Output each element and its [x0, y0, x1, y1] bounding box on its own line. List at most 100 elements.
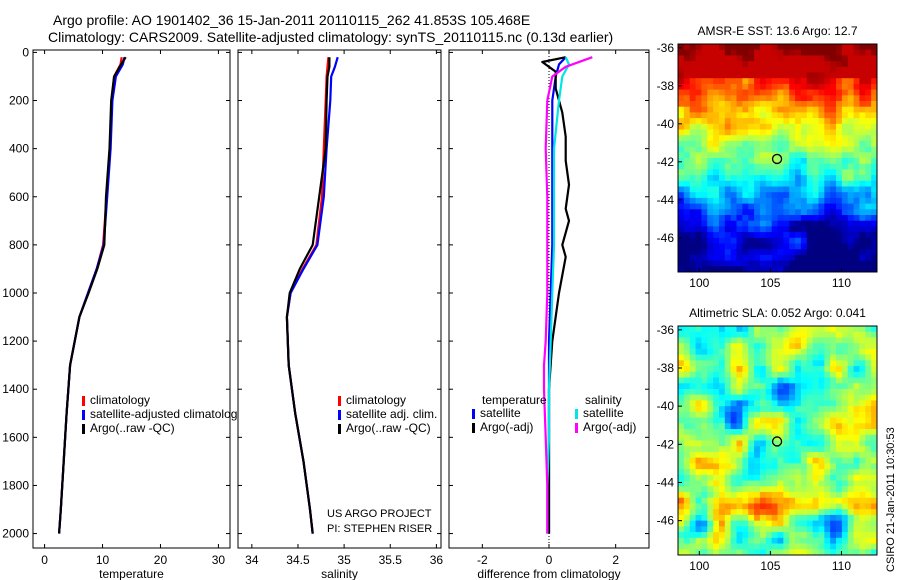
sla-cell	[871, 400, 877, 407]
sla-cell	[754, 457, 761, 464]
amsre-cell	[736, 186, 743, 193]
amsre-cell	[678, 49, 685, 56]
salinity-axes-frame	[237, 49, 442, 549]
sla-cell	[678, 497, 685, 505]
sla-cell	[795, 366, 802, 373]
amsre-cell	[789, 260, 796, 267]
amsre-cell	[718, 89, 726, 96]
sla-cell	[859, 474, 866, 482]
amsre-cell	[789, 186, 796, 193]
amsre-cell	[771, 101, 779, 108]
amsre-cell	[806, 95, 814, 102]
sla-cell	[695, 486, 703, 493]
amsre-cell	[800, 118, 808, 125]
sla-cell	[818, 331, 825, 339]
sla-cell	[713, 520, 720, 527]
sla-cell	[783, 411, 790, 419]
sla-cell	[847, 383, 855, 390]
amsre-cell	[718, 163, 726, 170]
sla-cell	[718, 400, 726, 407]
sla-cell	[759, 532, 767, 539]
sla-cell	[800, 509, 808, 516]
amsre-cell	[707, 243, 714, 250]
sla-cell	[795, 503, 802, 510]
sla-cell	[830, 371, 837, 379]
sla-cell	[754, 343, 761, 350]
sla-cell	[701, 411, 708, 419]
amsre-cell	[730, 180, 738, 188]
sla-cell	[871, 406, 877, 413]
sla-cell	[759, 406, 767, 413]
sla-cell	[748, 480, 755, 487]
amsre-cell	[695, 129, 703, 136]
sla-cell	[777, 492, 784, 499]
amsre-cell	[824, 135, 831, 142]
sla-cell	[707, 457, 714, 464]
amsre-cell	[730, 203, 738, 210]
sla-cell	[742, 480, 749, 487]
amsre-cell	[800, 209, 808, 216]
sla-cell	[806, 492, 814, 499]
sla-cell	[724, 434, 732, 442]
sla-cell	[695, 337, 703, 344]
amsre-cell	[800, 135, 808, 142]
sla-cell	[836, 406, 843, 413]
amsre-cell	[841, 118, 849, 125]
sla-cell	[859, 337, 866, 344]
amsre-cell	[777, 106, 784, 113]
amsre-cell	[841, 237, 849, 245]
amsre-cell	[847, 220, 855, 227]
sla-cell	[800, 388, 808, 396]
amsre-cell	[830, 112, 837, 119]
amsre-cell	[695, 72, 703, 79]
sla-cell	[765, 400, 773, 407]
sla-cell	[724, 549, 732, 555]
amsre-cell	[783, 243, 790, 250]
salinity-xtick-label: 34.5	[286, 553, 310, 567]
sla-cell	[806, 423, 814, 430]
sla-cell	[812, 423, 820, 430]
amsre-cell	[701, 78, 708, 85]
sla-cell	[824, 451, 831, 459]
amsre-cell	[841, 78, 849, 85]
amsre-cell	[701, 83, 708, 91]
sla-cell	[800, 503, 808, 510]
sla-cell	[765, 492, 773, 499]
amsre-cell	[765, 118, 773, 125]
amsre-cell	[812, 89, 820, 96]
amsre-cell	[795, 61, 802, 68]
sla-cell	[812, 377, 820, 384]
amsre-cell	[847, 163, 855, 170]
sla-cell	[707, 469, 714, 476]
sla-xtick-label: 105	[760, 559, 780, 573]
temperature-legend-label: Argo(..raw -QC)	[90, 421, 175, 435]
amsre-cell	[871, 123, 877, 131]
sla-cell	[777, 446, 784, 453]
amsre-cell	[736, 226, 743, 233]
amsre-cell	[724, 146, 732, 153]
amsre-cell	[754, 135, 761, 142]
amsre-cell	[707, 175, 714, 182]
amsre-cell	[836, 169, 843, 176]
amsre-cell	[742, 175, 749, 182]
sla-cell	[795, 543, 802, 550]
sla-cell	[742, 406, 749, 413]
sla-cell	[824, 400, 831, 407]
sla-cell	[871, 537, 877, 545]
sla-cell	[777, 326, 784, 333]
amsre-cell	[783, 215, 790, 222]
amsre-cell	[795, 135, 802, 142]
amsre-cell	[759, 158, 767, 165]
amsre-cell	[765, 260, 773, 267]
sla-cell	[777, 337, 784, 344]
sla-cell	[683, 371, 691, 379]
amsre-cell	[865, 237, 872, 245]
sla-cell	[759, 371, 767, 379]
amsre-cell	[853, 61, 861, 68]
sla-cell	[777, 348, 784, 356]
sla-cell	[800, 469, 808, 476]
sla-cell	[871, 371, 877, 379]
amsre-cell	[841, 95, 849, 102]
amsre-cell	[777, 66, 784, 74]
sla-cell	[718, 371, 726, 379]
